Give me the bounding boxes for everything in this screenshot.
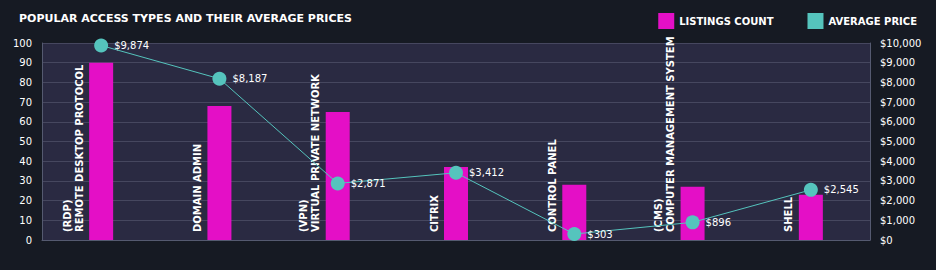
svg-text:CONTROL PANEL: CONTROL PANEL <box>547 139 558 232</box>
svg-text:AVERAGE PRICE: AVERAGE PRICE <box>828 16 917 27</box>
svg-text:(RDP): (RDP) <box>62 200 73 232</box>
svg-text:$0: $0 <box>880 235 893 246</box>
svg-text:$3,000: $3,000 <box>880 175 915 186</box>
svg-text:0: 0 <box>26 235 32 246</box>
svg-text:SHELL: SHELL <box>783 196 794 232</box>
svg-text:$5,000: $5,000 <box>880 136 915 147</box>
svg-text:CITRIX: CITRIX <box>429 195 440 232</box>
svg-text:$10,000: $10,000 <box>880 38 921 49</box>
svg-text:50: 50 <box>19 136 32 147</box>
svg-text:$1,000: $1,000 <box>880 215 915 226</box>
svg-text:$303: $303 <box>587 229 612 240</box>
svg-text:$4,000: $4,000 <box>880 156 915 167</box>
svg-text:40: 40 <box>19 156 32 167</box>
svg-text:30: 30 <box>19 175 32 186</box>
svg-text:$2,871: $2,871 <box>351 178 386 189</box>
svg-text:$3,412: $3,412 <box>469 167 504 178</box>
svg-text:(CMS): (CMS) <box>653 198 664 232</box>
svg-text:$6,000: $6,000 <box>880 116 915 127</box>
svg-text:20: 20 <box>19 195 32 206</box>
svg-text:$9,874: $9,874 <box>114 40 149 51</box>
svg-text:(VPN): (VPN) <box>298 199 309 232</box>
svg-text:70: 70 <box>19 97 32 108</box>
svg-text:$7,000: $7,000 <box>880 97 915 108</box>
svg-text:$8,000: $8,000 <box>880 77 915 88</box>
svg-text:$9,000: $9,000 <box>880 57 915 68</box>
svg-text:90: 90 <box>19 57 32 68</box>
svg-text:10: 10 <box>19 215 32 226</box>
svg-text:REMOTE DESKTOP PROTOCOL: REMOTE DESKTOP PROTOCOL <box>74 64 85 232</box>
svg-text:LISTINGS COUNT: LISTINGS COUNT <box>679 16 773 27</box>
svg-text:$2,545: $2,545 <box>824 184 859 195</box>
svg-text:POPULAR ACCESS TYPES AND THEIR: POPULAR ACCESS TYPES AND THEIR AVERAGE P… <box>19 12 352 25</box>
svg-text:$896: $896 <box>706 217 731 228</box>
svg-text:DOMAIN ADMIN: DOMAIN ADMIN <box>192 144 203 232</box>
svg-text:COMPUTER MANAGEMENT SYSTEM: COMPUTER MANAGEMENT SYSTEM <box>665 36 676 232</box>
svg-text:60: 60 <box>19 116 32 127</box>
svg-text:VIRTUAL PRIVATE NETWORK: VIRTUAL PRIVATE NETWORK <box>310 73 321 232</box>
svg-text:$8,187: $8,187 <box>232 73 267 84</box>
svg-text:80: 80 <box>19 77 32 88</box>
svg-text:$2,000: $2,000 <box>880 195 915 206</box>
svg-text:100: 100 <box>13 38 32 49</box>
